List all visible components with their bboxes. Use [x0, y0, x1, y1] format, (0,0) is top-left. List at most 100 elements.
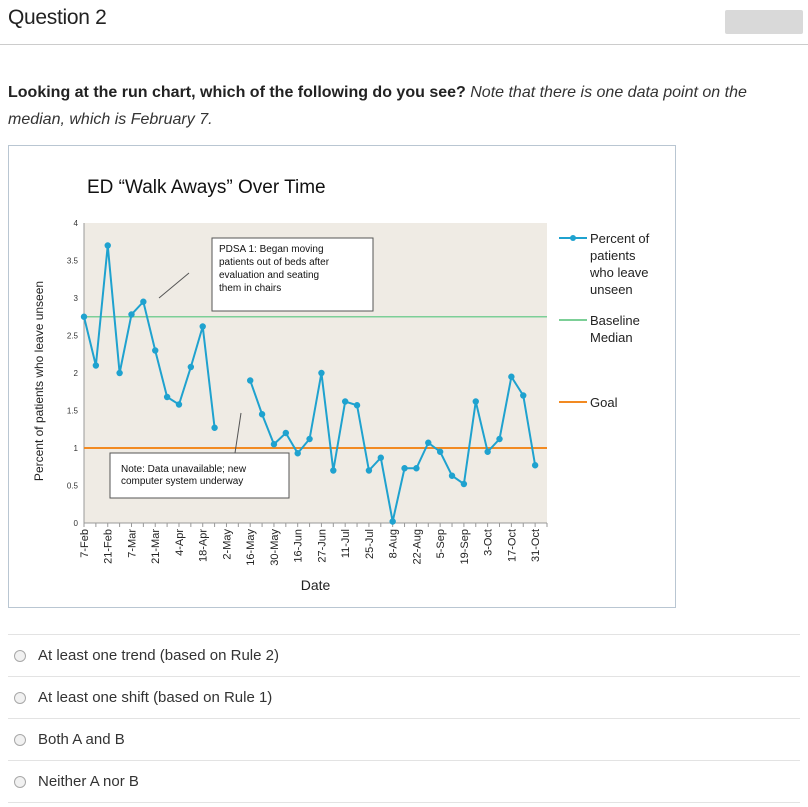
radio-button[interactable] [14, 649, 26, 662]
x-tick-label: 7-Mar [126, 529, 138, 558]
data-point [211, 424, 218, 431]
answer-label: At least one trend (based on Rule 2) [38, 647, 279, 664]
data-point [116, 369, 123, 377]
data-point [377, 454, 384, 461]
data-point [365, 467, 373, 474]
answer-label: At least one shift (based on Rule 1) [38, 689, 273, 706]
legend-series-marker [570, 235, 576, 241]
series-line [83, 245, 216, 428]
question-header: Question 2 [0, 0, 808, 45]
answer-label: Neither A nor B [38, 773, 139, 790]
pdsa-annotation-text: them in chairs [219, 283, 281, 294]
data-point [282, 429, 290, 437]
y-tick-label: 3 [74, 294, 79, 303]
x-tick-label: 4-Apr [174, 529, 186, 556]
data-point [294, 450, 301, 457]
x-tick-label: 21-Mar [150, 529, 162, 564]
pdsa-annotation-text: patients out of beds after [219, 257, 330, 268]
x-tick-label: 19-Sep [459, 529, 471, 564]
data-point [187, 363, 195, 371]
y-tick-label: 3.5 [67, 257, 79, 266]
question-prompt: Looking at the run chart, which of the f… [8, 79, 798, 133]
data-point [484, 448, 491, 455]
y-tick-label: 1 [74, 444, 79, 453]
chart-title: ED “Walk Aways” Over Time [87, 177, 326, 198]
run-chart: ED “Walk Aways” Over Time 0 0.5 1 1.5 2 2.5 3 3.… [32, 177, 650, 593]
x-tick-label: 8-Aug [388, 529, 400, 558]
data-point [401, 465, 408, 472]
x-tick-label: 3-Oct [483, 529, 495, 556]
y-tick-label: 1.5 [67, 407, 79, 416]
data-point [496, 435, 503, 443]
legend-series-label: unseen [590, 282, 633, 297]
x-tick-label: 7-Feb [79, 529, 91, 558]
x-tick-label: 21-Feb [103, 529, 115, 564]
x-tick-label: 16-Jun [293, 529, 305, 563]
y-axis-label: Percent of patients who leave unseen [32, 281, 46, 481]
data-point [520, 392, 527, 399]
x-tick-label: 25-Jul [364, 529, 376, 559]
data-point [330, 467, 337, 474]
note-annotation-text: Note: Data unavailable; new [121, 464, 247, 475]
x-tick-label: 27-Jun [316, 529, 328, 563]
answer-option-d[interactable]: Neither A nor B [8, 761, 800, 803]
y-tick-label: 2 [74, 369, 79, 378]
note-connector [234, 412, 242, 454]
data-point [152, 347, 159, 354]
data-point [258, 411, 266, 418]
run-chart-frame: ED “Walk Aways” Over Time 0 0.5 1 1.5 2 2.5 3 3.… [8, 145, 676, 608]
pdsa-annotation-box [211, 237, 374, 312]
data-point [353, 402, 361, 409]
data-point [163, 393, 171, 401]
legend-series-label: who leave [589, 265, 649, 280]
data-point [341, 398, 349, 405]
points-box [725, 10, 803, 34]
legend-goal-label: Goal [590, 395, 618, 410]
data-point [531, 462, 539, 469]
pdsa-connector [158, 272, 190, 299]
x-axis-label: Date [301, 577, 331, 593]
data-point [199, 323, 206, 330]
answer-option-b[interactable]: At least one shift (based on Rule 1) [8, 677, 800, 719]
note-annotation-text: computer system underway [121, 476, 243, 487]
pdsa-annotation-text: evaluation and seating [219, 270, 319, 281]
prompt-note: Note that there is one data point on the… [8, 84, 747, 128]
radio-button[interactable] [14, 775, 26, 788]
legend-median-label: Baseline [590, 313, 640, 328]
data-point [425, 439, 432, 446]
pdsa-annotation-text: PDSA 1: Began moving [219, 244, 324, 255]
y-tick-label: 0.5 [67, 482, 79, 491]
data-point [104, 242, 111, 249]
question-title: Question 2 [8, 6, 107, 29]
data-point [140, 298, 147, 305]
data-point [92, 362, 100, 369]
x-tick-label: 16-May [245, 529, 257, 566]
answer-option-c[interactable]: Both A and B [8, 719, 800, 761]
data-point [80, 313, 88, 320]
answer-option-a[interactable]: At least one trend (based on Rule 2) [8, 635, 800, 677]
data-point [472, 398, 479, 405]
x-tick-label: 18-Apr [198, 529, 210, 562]
data-point [128, 311, 135, 318]
x-tick-label: 11-Jul [340, 529, 352, 558]
y-tick-label: 2.5 [67, 332, 79, 341]
data-point [413, 465, 420, 472]
data-point [448, 472, 456, 479]
data-point [306, 435, 313, 443]
y-tick-label: 4 [74, 219, 79, 228]
answer-label: Both A and B [38, 731, 125, 748]
radio-button[interactable] [14, 733, 26, 746]
data-point [318, 369, 325, 377]
x-tick-label: 5-Sep [435, 529, 447, 558]
data-point [436, 448, 444, 455]
x-tick-label: 2-May [221, 529, 233, 560]
data-point [247, 377, 254, 384]
prompt-question: Looking at the run chart, which of the f… [8, 84, 466, 101]
x-tick-label: 22-Aug [411, 529, 423, 564]
radio-button[interactable] [14, 691, 26, 704]
data-point [270, 441, 278, 448]
note-annotation-box [109, 452, 290, 499]
data-point [460, 480, 468, 488]
x-tick-label: 17-Oct [506, 529, 518, 562]
x-tick-label: 30-May [269, 529, 281, 566]
